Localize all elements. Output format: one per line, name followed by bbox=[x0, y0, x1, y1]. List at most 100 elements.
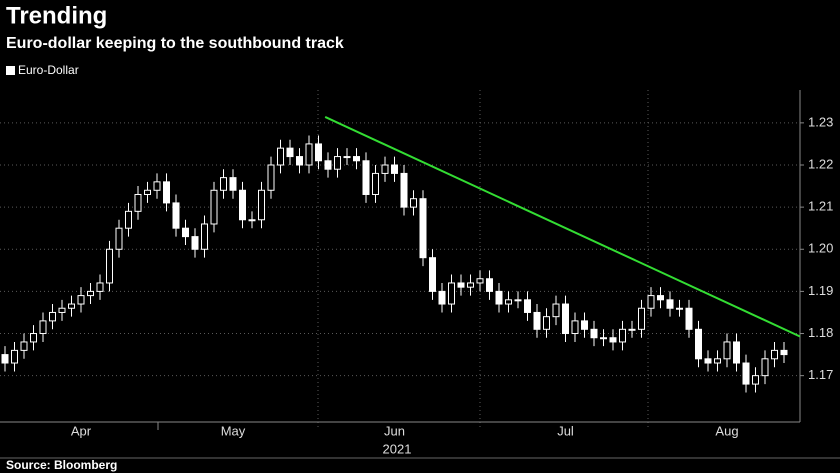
candle-body bbox=[514, 299, 522, 302]
candle-body bbox=[248, 219, 256, 222]
y-tick-label: 1.20 bbox=[808, 241, 833, 256]
y-tick-label: 1.23 bbox=[808, 114, 833, 129]
candle-body bbox=[334, 156, 341, 170]
y-tick-label: 1.22 bbox=[808, 156, 833, 171]
candle-body bbox=[305, 143, 313, 166]
candle-body bbox=[20, 341, 28, 351]
candle-body bbox=[201, 223, 208, 250]
candle-body bbox=[324, 160, 332, 170]
candle-body bbox=[39, 320, 47, 335]
candle-body bbox=[191, 236, 199, 250]
candle-body bbox=[771, 349, 778, 360]
candle-body bbox=[144, 189, 151, 195]
candle-body bbox=[524, 299, 531, 313]
candle-body bbox=[628, 328, 636, 331]
chart-subtitle: Euro-dollar keeping to the southbound tr… bbox=[6, 35, 344, 52]
chart-title: Trending bbox=[6, 2, 107, 29]
candle-body bbox=[543, 316, 550, 330]
candle-body bbox=[685, 307, 693, 330]
source: Source: Bloomberg bbox=[6, 458, 117, 472]
candle-body bbox=[533, 311, 541, 330]
candle-body bbox=[229, 177, 237, 191]
candle-body bbox=[495, 290, 503, 305]
candle-body bbox=[752, 375, 759, 385]
candle-body bbox=[49, 311, 56, 322]
candle-body bbox=[77, 295, 85, 305]
candle-body bbox=[571, 320, 579, 335]
candle-body bbox=[467, 282, 474, 288]
candle-body bbox=[58, 307, 66, 313]
candle-body bbox=[125, 210, 132, 229]
candle-body bbox=[609, 337, 617, 343]
candle-body bbox=[419, 198, 427, 259]
candle-body bbox=[210, 189, 218, 225]
candle-body bbox=[714, 358, 721, 364]
candle-body bbox=[590, 328, 598, 339]
candle-body bbox=[761, 358, 769, 377]
candle-body bbox=[581, 320, 588, 330]
y-tick-label: 1.21 bbox=[808, 199, 833, 214]
candle-body bbox=[153, 181, 161, 191]
candle-body bbox=[638, 307, 645, 330]
candle-body bbox=[115, 227, 123, 250]
candle-body bbox=[704, 358, 712, 364]
candle-body bbox=[723, 341, 731, 360]
candle-body bbox=[448, 282, 455, 305]
candle-body bbox=[182, 227, 189, 238]
candle-body bbox=[476, 278, 484, 284]
candle-body bbox=[410, 198, 417, 208]
candle-body bbox=[362, 160, 370, 195]
candle-body bbox=[343, 156, 351, 159]
candle-body bbox=[239, 189, 246, 221]
candle-body bbox=[400, 172, 408, 208]
candle-body bbox=[381, 164, 389, 174]
x-tick-label: Aug bbox=[715, 423, 738, 438]
candle-body bbox=[742, 362, 750, 385]
candle-body bbox=[11, 349, 18, 364]
month-separators bbox=[157, 90, 649, 430]
candle-body bbox=[220, 177, 227, 191]
x-tick-label: Jul bbox=[557, 423, 574, 438]
candle-body bbox=[600, 337, 607, 340]
candle-body bbox=[163, 181, 170, 204]
candle-body bbox=[552, 303, 560, 318]
y-tick-label: 1.19 bbox=[808, 283, 833, 298]
trend-line bbox=[324, 116, 801, 338]
candle-body bbox=[780, 349, 788, 356]
candle-body bbox=[486, 278, 493, 292]
candle-body bbox=[429, 257, 436, 292]
legend-swatch bbox=[6, 66, 15, 75]
candle-body bbox=[286, 147, 294, 158]
candle-body bbox=[562, 303, 569, 335]
candle-body bbox=[315, 143, 322, 162]
candle-body bbox=[267, 164, 275, 191]
candle-body bbox=[666, 299, 674, 309]
candle-body bbox=[619, 328, 626, 343]
candle-body bbox=[96, 282, 104, 292]
candle-body bbox=[457, 282, 465, 288]
candle-body bbox=[647, 295, 655, 309]
candle-body bbox=[695, 328, 702, 360]
candle-body bbox=[87, 290, 94, 297]
candle-body bbox=[391, 164, 398, 174]
candle-body bbox=[277, 147, 284, 166]
candle-body bbox=[68, 303, 75, 309]
x-tick-label: Apr bbox=[71, 423, 92, 438]
candle-body bbox=[676, 307, 683, 310]
x-tick-label: May bbox=[221, 423, 246, 438]
candle-body bbox=[505, 299, 512, 305]
candle-body bbox=[353, 156, 360, 162]
x-axis-label: 2021 bbox=[383, 441, 412, 456]
y-tick-label: 1.17 bbox=[808, 367, 833, 382]
candle-body bbox=[733, 341, 740, 364]
candle-body bbox=[1, 354, 9, 364]
y-tick-label: 1.18 bbox=[808, 325, 833, 340]
candle-body bbox=[106, 248, 113, 284]
candle-body bbox=[438, 290, 446, 305]
candle-body bbox=[296, 156, 303, 166]
candle-body bbox=[372, 172, 379, 195]
candle-body bbox=[657, 295, 664, 301]
x-tick-label: Jun bbox=[384, 423, 405, 438]
